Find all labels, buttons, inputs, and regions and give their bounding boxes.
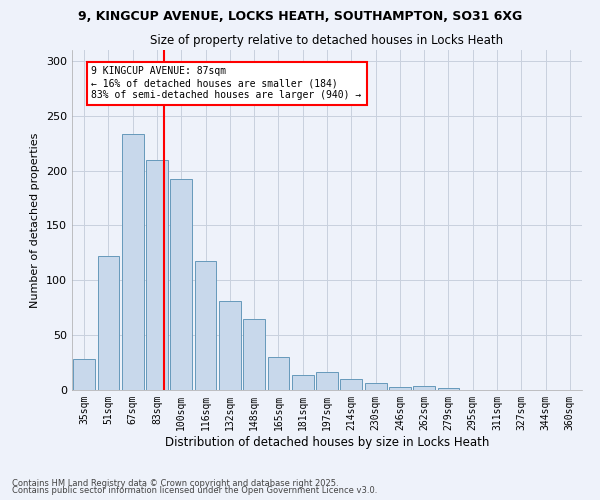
Bar [365,384,386,390]
Bar [268,357,289,390]
Bar [122,134,143,390]
Text: 9, KINGCUP AVENUE, LOCKS HEATH, SOUTHAMPTON, SO31 6XG: 9, KINGCUP AVENUE, LOCKS HEATH, SOUTHAMP… [78,10,522,23]
Text: Contains public sector information licensed under the Open Government Licence v3: Contains public sector information licen… [12,486,377,495]
Bar [73,360,95,390]
Bar [194,260,217,390]
Bar [243,318,265,390]
Bar [389,386,411,390]
Bar [292,374,314,390]
Bar [170,180,192,390]
Text: 9 KINGCUP AVENUE: 87sqm
← 16% of detached houses are smaller (184)
83% of semi-d: 9 KINGCUP AVENUE: 87sqm ← 16% of detache… [91,66,362,100]
Bar [340,379,362,390]
Bar [316,372,338,390]
Bar [146,160,168,390]
Bar [97,256,119,390]
Y-axis label: Number of detached properties: Number of detached properties [31,132,40,308]
Bar [437,388,460,390]
Title: Size of property relative to detached houses in Locks Heath: Size of property relative to detached ho… [151,34,503,48]
Text: Contains HM Land Registry data © Crown copyright and database right 2025.: Contains HM Land Registry data © Crown c… [12,478,338,488]
Bar [413,386,435,390]
Bar [219,301,241,390]
X-axis label: Distribution of detached houses by size in Locks Heath: Distribution of detached houses by size … [165,436,489,448]
